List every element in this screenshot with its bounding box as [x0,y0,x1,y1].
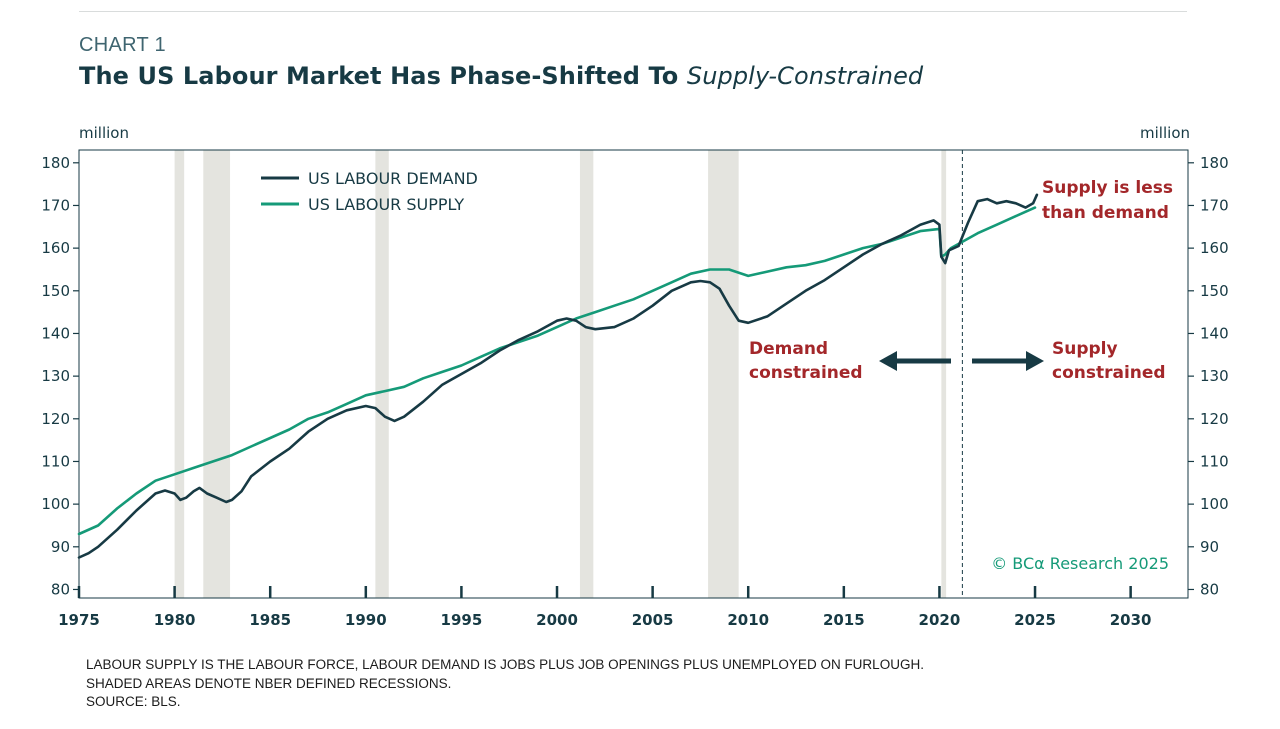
chart-number: CHART 1 [79,34,166,56]
y-axis-unit-right: million [1140,124,1190,142]
watermark: © BCα Research 2025 [991,554,1169,573]
recession-band [203,150,231,598]
recession-band [579,150,594,598]
chart-title: The US Labour Market Has Phase-Shifted T… [79,62,923,90]
y-tick-label-left: 150 [41,282,70,300]
y-tick-label-right: 160 [1200,239,1229,257]
y-tick-label-left: 80 [51,580,70,598]
chart-title-emphasis: Supply-Constrained [686,62,924,90]
y-tick-label-right: 110 [1200,452,1229,470]
x-tick-label: 2000 [536,611,578,629]
recession-band [708,150,739,598]
annotation-demand-constrained: Demand [749,339,828,359]
annotations: US LABOUR DEMAND US LABOUR SUPPLY Supply i… [261,169,1173,573]
x-tick-label: 1985 [249,611,291,629]
top-divider [79,11,1187,12]
x-tick-label: 2020 [919,611,961,629]
y-tick-label-left: 130 [41,367,70,385]
legend-label: US LABOUR DEMAND [308,169,478,188]
y-tick-label-right: 170 [1200,196,1229,214]
x-tick-label: 2030 [1110,611,1152,629]
series-lines [77,193,1039,559]
y-tick-label-right: 120 [1200,410,1229,428]
footnote-line: LABOUR SUPPLY IS THE LABOUR FORCE, LABOU… [86,657,924,672]
recession-band [174,150,185,598]
y-tick-label-left: 180 [41,154,70,172]
x-tick-label: 2025 [1014,611,1056,629]
y-axis-unit-left: million [79,124,129,142]
y-tick-label-right: 150 [1200,282,1229,300]
annotation-demand-constrained: constrained [749,363,863,383]
demand-line [77,193,1039,559]
arrow-left-icon [879,351,897,371]
y-tick-label-left: 120 [41,410,70,428]
recession-band [375,150,389,598]
x-tick-label: 2015 [823,611,865,629]
x-tick-label: 1975 [58,611,100,629]
recession-bands [174,150,947,598]
supply-line [77,206,1037,536]
chart-title-main: The US Labour Market Has Phase-Shifted T… [79,62,687,90]
y-tick-label-right: 130 [1200,367,1229,385]
y-tick-label-left: 160 [41,239,70,257]
y-tick-label-left: 170 [41,196,70,214]
x-tick-label: 2010 [727,611,769,629]
y-tick-label-right: 100 [1200,495,1229,513]
arrow-right-icon [1026,351,1044,371]
annotation-supply-less: than demand [1042,203,1169,223]
footnote-line: SOURCE: BLS. [86,694,181,709]
footnotes: LABOUR SUPPLY IS THE LABOUR FORCE, LABOU… [86,656,924,712]
y-tick-label-right: 140 [1200,324,1229,342]
x-tick-label: 1990 [345,611,387,629]
x-tick-label: 1995 [441,611,483,629]
recession-band [941,150,947,598]
y-tick-label-left: 100 [41,495,70,513]
y-tick-label-left: 140 [41,324,70,342]
plot-frame [78,149,1189,599]
legend-label: US LABOUR SUPPLY [308,195,464,214]
y-tick-label-left: 110 [41,452,70,470]
y-tick-label-left: 90 [51,538,70,556]
y-tick-label-right: 90 [1200,538,1219,556]
footnote-line: SHADED AREAS DENOTE NBER DEFINED RECESSI… [86,675,452,691]
annotation-supply-less: Supply is less [1042,178,1173,198]
annotation-supply-constrained: Supply [1052,339,1118,359]
annotation-supply-constrained: constrained [1052,363,1166,383]
x-tick-label: 2005 [632,611,674,629]
y-tick-label-right: 80 [1200,580,1219,598]
x-tick-label: 1980 [154,611,196,629]
y-tick-label-right: 180 [1200,154,1229,172]
axes: 80 80 90 90 100 100 110 110 120 120 130 130 140 140 15… [41,124,1228,629]
